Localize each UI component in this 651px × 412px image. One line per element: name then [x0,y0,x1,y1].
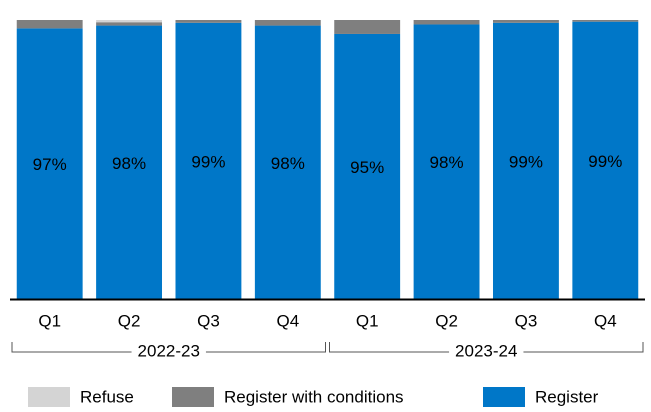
bar-segment [413,20,480,25]
bar-segment [96,22,163,26]
bar-segment [254,20,321,26]
x-tick-label: Q2 [435,311,458,330]
x-tick-label: Q2 [118,311,141,330]
legend-label: Refuse [80,387,134,406]
x-tick-label: Q3 [197,311,220,330]
bar-segment [413,24,480,300]
bar-segment [254,25,321,300]
bar-segment [334,33,401,299]
bar-segment [334,20,401,34]
group-bracket [329,342,644,353]
data-label: 97% [33,155,67,174]
x-tick-label: Q4 [276,311,299,330]
data-label: 98% [430,153,464,172]
bar-segment [175,22,242,299]
legend-label: Register [535,387,599,406]
bar-segment [96,20,163,23]
data-label: 99% [509,152,543,171]
legend-swatch [172,387,214,407]
bar-segment [16,20,83,29]
bar-segment [572,20,639,22]
group-label: 2022-23 [138,341,200,360]
data-label: 98% [271,154,305,173]
data-label: 99% [588,152,622,171]
bar-segment [175,20,242,23]
data-label: 98% [112,154,146,173]
bar-segment [492,20,559,23]
bar-segment [96,25,163,300]
data-label: 99% [191,152,225,171]
x-tick-label: Q1 [38,311,61,330]
legend-label: Register with conditions [224,387,404,406]
legend-swatch [483,387,525,407]
bar-segment [16,28,83,300]
bar-segment [572,21,639,299]
x-tick-label: Q1 [356,311,379,330]
group-label: 2023-24 [455,341,517,360]
x-tick-label: Q3 [515,311,538,330]
group-bracket [11,342,326,353]
bar-segment [492,22,559,299]
data-label: 95% [350,158,384,177]
x-tick-label: Q4 [594,311,617,330]
legend-swatch [28,387,70,407]
